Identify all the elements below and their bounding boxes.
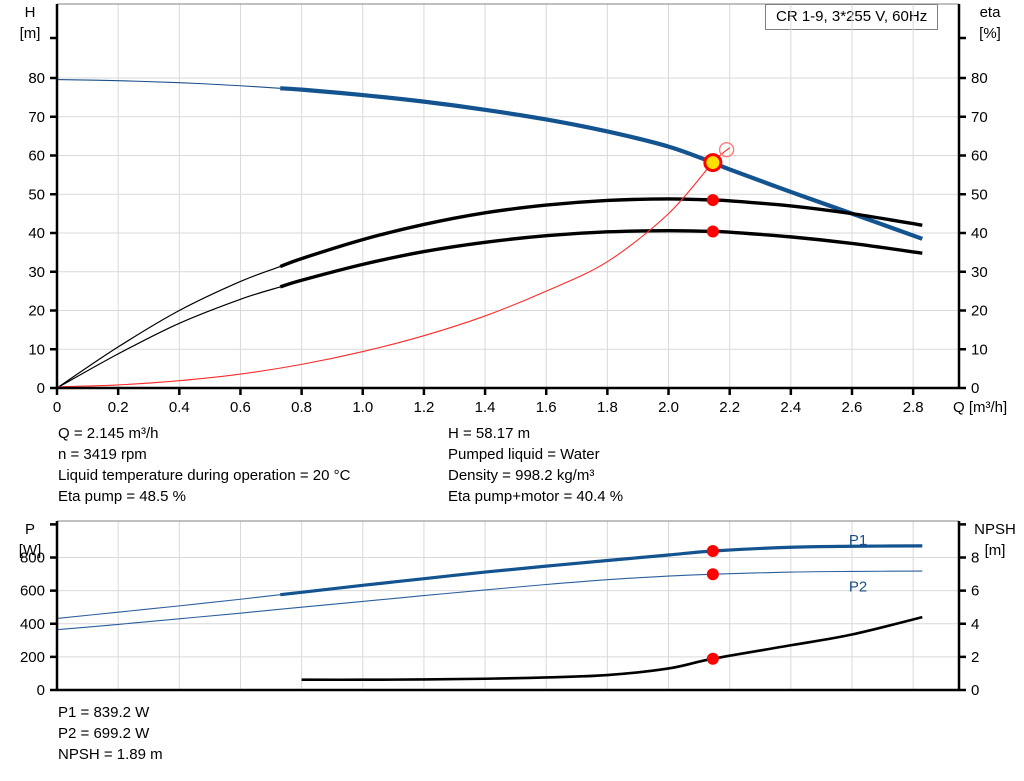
- y-tick-label-right: 4: [971, 616, 979, 633]
- y-tick-label-left: 70: [28, 109, 45, 126]
- left-axis-unit: [m]: [20, 25, 41, 42]
- curve-thin: [56, 79, 281, 89]
- y-tick-label-left: 0: [37, 380, 45, 397]
- y-tick-label-right: 80: [971, 70, 988, 87]
- left-axis-name: P: [25, 521, 35, 538]
- y-tick-label-right: 60: [971, 148, 988, 165]
- x-tick-label: 2.4: [780, 399, 801, 416]
- y-tick-label-left: 20: [28, 303, 45, 320]
- curve-thin: [56, 147, 731, 388]
- readout-column-left: Q = 2.145 m³/h n = 3419 rpm Liquid tempe…: [58, 423, 350, 507]
- curve-thin: [56, 570, 923, 631]
- marker-duty-point: [703, 153, 723, 173]
- y-tick-label-left: 60: [28, 148, 45, 165]
- y-tick-label-right: 30: [971, 264, 988, 281]
- x-tick-label: 2.8: [903, 399, 924, 416]
- readout-npsh: NPSH = 1.89 m: [58, 746, 163, 763]
- x-tick-label: 1.6: [536, 399, 557, 416]
- y-tick-label-left: 400: [20, 616, 45, 633]
- curve-thick: [280, 86, 924, 241]
- curve-thick: [301, 615, 923, 682]
- x-tick-label: 1.4: [475, 399, 496, 416]
- marker-open-point: [718, 141, 735, 158]
- y-tick-label-left: 10: [28, 341, 45, 358]
- series-label-p1: P1: [849, 532, 867, 549]
- series-eta-pump-motor: [56, 228, 923, 389]
- y-tick-label-right: 6: [971, 583, 979, 600]
- curve-thin: [56, 594, 281, 619]
- right-axis-unit: [%]: [979, 25, 1001, 42]
- curve-thick: [280, 544, 923, 597]
- x-axis-label: Q [m³/h]: [953, 399, 1007, 416]
- readout-eta-pump: Eta pump = 48.5 %: [58, 488, 186, 505]
- x-tick-label: 1.2: [413, 399, 434, 416]
- y-tick-label-right: 2: [971, 649, 979, 666]
- right-axis-name: NPSH: [974, 521, 1016, 538]
- marker-npsh-point: [706, 652, 719, 665]
- curve-thick: [279, 228, 923, 289]
- left-axis-name: H: [25, 4, 36, 21]
- readout-n: n = 3419 rpm: [58, 446, 147, 463]
- series-eta-pump: [56, 197, 923, 389]
- x-tick-label: 0.8: [291, 399, 312, 416]
- left-axis-unit: [W]: [19, 542, 42, 559]
- x-tick-label: 2.0: [658, 399, 679, 416]
- series-npsh: [301, 615, 923, 682]
- readout-liquid-temperature: Liquid temperature during operation = 20…: [58, 467, 351, 484]
- right-axis-name: eta: [980, 4, 1002, 21]
- curve-thick: [279, 197, 923, 269]
- y-tick-label-left: 30: [28, 264, 45, 281]
- y-tick-label-left: 50: [28, 186, 45, 203]
- y-tick-label-right: 10: [971, 341, 988, 358]
- y-tick-label-right: 40: [971, 225, 988, 242]
- curve-thin: [56, 286, 281, 389]
- y-tick-label-left: 40: [28, 225, 45, 242]
- x-tick-label: 0.6: [230, 399, 251, 416]
- x-tick-label: 0.2: [108, 399, 129, 416]
- readout-h: H = 58.17 m: [448, 425, 531, 442]
- y-tick-label-left: 0: [37, 682, 45, 699]
- x-tick-label: 2.6: [842, 399, 863, 416]
- x-tick-label: 2.2: [719, 399, 740, 416]
- x-tick-label: 1.8: [597, 399, 618, 416]
- readout-density: Density = 998.2 kg/m³: [448, 467, 595, 484]
- readout-q: Q = 2.145 m³/h: [58, 425, 159, 442]
- readout-p1: P1 = 839.2 W: [58, 704, 150, 721]
- series-head-h: [56, 79, 924, 241]
- readout-column-right: H = 58.17 m Pumped liquid = Water Densit…: [448, 423, 623, 507]
- readout-power-block: P1 = 839.2 W P2 = 699.2 W NPSH = 1.89 m: [58, 702, 163, 765]
- head-eta-chart: 0 10 20 30 40 50 60 70 80 0 10 20 30 40 50 60 70 80 0 0.2 0.…: [20, 3, 1007, 416]
- y-tick-label-right: 0: [971, 380, 979, 397]
- y-tick-label-right: 0: [971, 682, 979, 699]
- right-axis-unit: [m]: [985, 542, 1006, 559]
- x-tick-label: 0: [53, 399, 61, 416]
- y-tick-label-right: 20: [971, 303, 988, 320]
- readout-p2: P2 = 699.2 W: [58, 725, 150, 742]
- y-tick-label-left: 600: [20, 583, 45, 600]
- y-tick-label-left: 80: [28, 70, 45, 87]
- x-tick-label: 1.0: [352, 399, 373, 416]
- readout-eta-pump-motor: Eta pump+motor = 40.4 %: [448, 488, 624, 505]
- marker-p1-point: [706, 545, 719, 558]
- readout-pumped-liquid: Pumped liquid = Water: [448, 446, 600, 463]
- marker-eta-pump-point: [706, 194, 719, 207]
- series-p2: [56, 570, 923, 631]
- series-p1: [56, 544, 923, 619]
- curve-thin: [56, 266, 281, 389]
- y-tick-label-left: 800: [20, 550, 45, 567]
- y-tick-label-left: 200: [20, 649, 45, 666]
- x-tick-label: 0.4: [169, 399, 190, 416]
- marker-p2-point: [706, 568, 719, 581]
- y-tick-label-right: 8: [971, 550, 979, 567]
- y-tick-label-right: 70: [971, 109, 988, 126]
- y-tick-label-right: 50: [971, 186, 988, 203]
- marker-eta-pump-motor-point: [706, 225, 719, 238]
- power-npsh-chart: P1 P2 0 200 400 600 800 0 2 4 6 8 P [W] NPSH [m]: [19, 520, 1016, 699]
- series-system-curve: [56, 147, 731, 388]
- series-label-p2: P2: [849, 578, 867, 595]
